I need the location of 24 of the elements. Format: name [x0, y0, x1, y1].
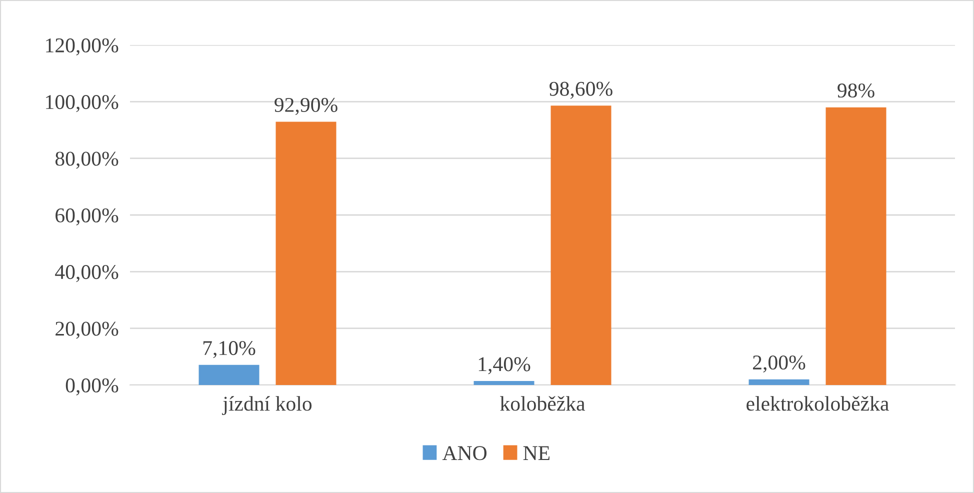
y-tick-label: 100,00%: [46, 95, 118, 112]
y-tick-label: 20,00%: [56, 322, 118, 339]
data-label: 98%: [838, 83, 874, 98]
data-label: 7,10%: [203, 341, 256, 358]
legend-label: NE: [523, 446, 550, 460]
bar: [748, 379, 810, 385]
x-tick-label: jízdní kolo: [222, 396, 312, 416]
bar: [198, 364, 260, 385]
data-label: 2,00%: [753, 355, 806, 373]
legend-label: ANO: [442, 446, 486, 460]
data-label: 92,90%: [274, 98, 338, 115]
data-label: 1,40%: [478, 357, 530, 374]
y-tick-label: 40,00%: [55, 265, 118, 282]
y-tick-label: 80,00%: [55, 152, 118, 169]
y-tick-label: 120,00%: [46, 38, 118, 56]
x-tick-label: koloběžka: [500, 396, 586, 411]
x-tick-label: elektrokoloběžka: [746, 396, 889, 411]
y-tick-label: 0,00%: [66, 378, 118, 396]
bar: [550, 106, 612, 385]
data-label: 98,60%: [550, 82, 612, 99]
bar: [474, 381, 534, 385]
bar: [276, 122, 336, 385]
bar: [826, 107, 886, 385]
y-tick-label: 60,00%: [56, 208, 118, 226]
